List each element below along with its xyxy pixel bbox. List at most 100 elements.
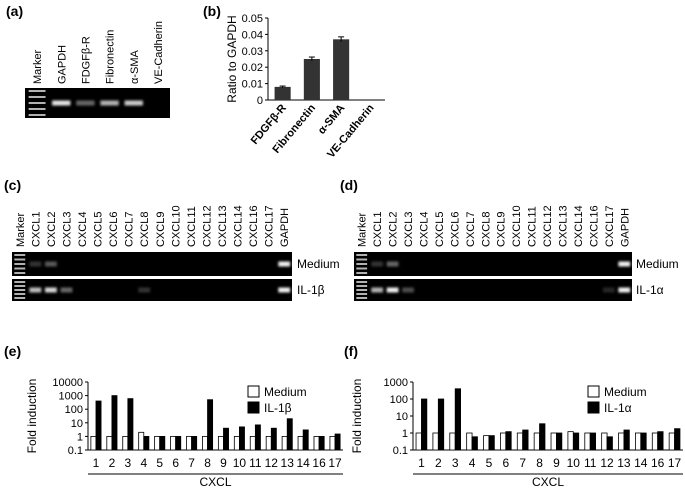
gel-image bbox=[12, 279, 292, 301]
x-tick-label: 12 bbox=[265, 456, 279, 470]
bar bbox=[217, 435, 224, 451]
lane-label: GAPDH bbox=[56, 45, 68, 84]
bar bbox=[254, 424, 261, 451]
x-tick-label: 7 bbox=[519, 456, 526, 470]
ladder-band bbox=[28, 96, 46, 98]
y-tick-label: 1 bbox=[77, 431, 83, 443]
bar bbox=[233, 435, 240, 451]
lane-label: CXCL2 bbox=[46, 212, 58, 247]
bar bbox=[95, 400, 102, 451]
panel-label: (d) bbox=[340, 177, 358, 193]
x-tick-label: 14 bbox=[296, 456, 310, 470]
gel-band bbox=[29, 287, 42, 293]
y-tick-label: 10000 bbox=[52, 377, 83, 389]
gel-image bbox=[354, 279, 632, 301]
gel-band bbox=[371, 287, 384, 293]
bar bbox=[274, 86, 291, 100]
lane-label: CXCL4 bbox=[419, 212, 431, 247]
lane-label: CXCL9 bbox=[155, 212, 167, 247]
x-tick-label: 16 bbox=[651, 456, 665, 470]
bar bbox=[572, 432, 580, 451]
gel-band bbox=[618, 261, 631, 267]
ladder-band bbox=[28, 114, 46, 116]
lane-label: CXCL13 bbox=[217, 205, 229, 247]
panel-label: (b) bbox=[203, 3, 221, 19]
ladder-band bbox=[14, 258, 26, 261]
bar bbox=[313, 435, 320, 451]
ladder-band bbox=[14, 254, 26, 256]
gel-band bbox=[371, 261, 384, 267]
bar bbox=[657, 431, 664, 451]
bar bbox=[651, 432, 659, 451]
x-tick-label: 6 bbox=[172, 456, 179, 470]
x-tick-label: 10 bbox=[567, 456, 581, 470]
y-tick-label: 100 bbox=[390, 394, 408, 406]
bar bbox=[270, 427, 277, 451]
bar bbox=[127, 398, 134, 451]
y-tick-label: 0.01 bbox=[242, 79, 263, 91]
lane-label: CXCL7 bbox=[465, 212, 477, 247]
bar bbox=[505, 431, 512, 451]
legend-swatch bbox=[247, 385, 260, 398]
lane-label: FDGFβ-R bbox=[80, 36, 92, 84]
x-tick-label: 1 bbox=[418, 456, 425, 470]
ladder-band bbox=[14, 263, 26, 265]
gel-band bbox=[602, 287, 615, 293]
bar bbox=[449, 432, 456, 451]
bar bbox=[90, 435, 97, 451]
ladder-band bbox=[356, 254, 368, 256]
x-tick-label: 11 bbox=[249, 456, 262, 470]
gel-image bbox=[25, 88, 170, 118]
x-tick-label: 5 bbox=[156, 456, 163, 470]
lane-label: CXCL2 bbox=[388, 212, 400, 247]
lane-label: Marker bbox=[32, 49, 44, 84]
legend-swatch bbox=[587, 401, 600, 414]
x-tick-label: 2 bbox=[435, 456, 442, 470]
bar bbox=[329, 435, 336, 451]
x-tick-label: 7 bbox=[188, 456, 195, 470]
ladder-band bbox=[28, 108, 46, 110]
bar bbox=[488, 435, 495, 451]
bar bbox=[539, 423, 546, 451]
y-tick-label: 1 bbox=[402, 428, 408, 440]
x-tick-label: 5 bbox=[486, 456, 493, 470]
x-tick-label: 8 bbox=[536, 456, 543, 470]
bar bbox=[281, 435, 288, 451]
lane-label: CXCL5 bbox=[93, 212, 105, 247]
x-tick-label: 2 bbox=[109, 456, 116, 470]
bar bbox=[143, 435, 150, 451]
lane-label: CXCL17 bbox=[264, 205, 276, 247]
lane-label: CXCL9 bbox=[496, 212, 508, 247]
x-tick-label: 3 bbox=[125, 456, 132, 470]
lane-label: Fibronectin bbox=[105, 30, 117, 84]
x-tick-label: 16 bbox=[312, 456, 326, 470]
y-tick-label: 0.1 bbox=[393, 445, 408, 457]
gel-band bbox=[124, 100, 143, 106]
ladder-band bbox=[14, 267, 26, 270]
gel-band bbox=[618, 287, 631, 293]
ladder-band bbox=[356, 297, 368, 299]
ladder-band bbox=[14, 297, 26, 299]
bar bbox=[207, 399, 214, 451]
x-tick-label: 6 bbox=[502, 456, 509, 470]
y-tick-label: 1000 bbox=[384, 377, 408, 389]
lane-label: CXCL17 bbox=[604, 205, 616, 247]
x-tick-label: 4 bbox=[469, 456, 476, 470]
gel-band bbox=[138, 287, 151, 293]
lane-label: CXCL4 bbox=[77, 212, 89, 247]
ladder-band bbox=[356, 258, 368, 261]
gel-band bbox=[52, 100, 71, 106]
lane-label: CXCL11 bbox=[527, 206, 539, 247]
lane-label: CXCL16 bbox=[588, 205, 600, 247]
lane-label: CXCL8 bbox=[480, 212, 492, 247]
lane-label: CXCL1 bbox=[372, 212, 384, 247]
ladder-band bbox=[14, 285, 26, 287]
gel-band bbox=[278, 287, 291, 293]
x-tick-label: 12 bbox=[600, 456, 614, 470]
legend-label: IL-1α bbox=[604, 401, 632, 415]
y-tick-label: 10 bbox=[71, 418, 83, 430]
lane-label: GAPDH bbox=[619, 208, 631, 247]
bar bbox=[265, 435, 272, 451]
bar bbox=[122, 435, 129, 451]
